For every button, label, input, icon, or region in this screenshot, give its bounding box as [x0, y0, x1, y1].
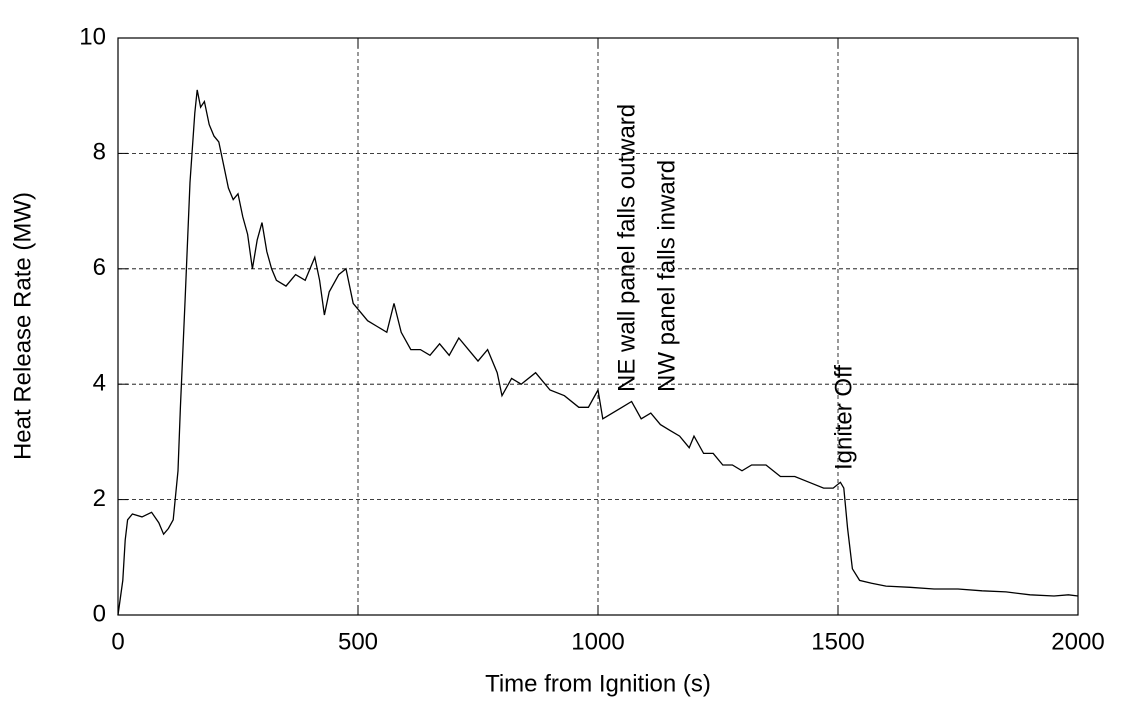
x-tick-label: 500 [338, 628, 378, 655]
x-tick-label: 0 [111, 628, 124, 655]
annotation: NW panel falls inward [653, 160, 680, 392]
annotation: Igniter Off [830, 365, 857, 470]
x-axis-label: Time from Ignition (s) [485, 670, 711, 697]
x-tick-label: 1500 [811, 628, 864, 655]
plot-frame [117, 37, 1079, 616]
y-tick-label: 2 [93, 485, 106, 512]
x-tick-label: 2000 [1051, 628, 1104, 655]
y-tick-label: 4 [93, 370, 106, 397]
x-tick-label: 1000 [571, 628, 624, 655]
y-tick-label: 10 [79, 23, 106, 50]
y-tick-label: 0 [93, 600, 106, 627]
data-line [117, 89, 1079, 616]
y-tick-label: 6 [93, 254, 106, 281]
y-axis-label: Heat Release Rate (MW) [9, 192, 36, 460]
y-tick-label: 8 [93, 139, 106, 166]
annotation: NE wall panel falls outward [613, 104, 640, 392]
